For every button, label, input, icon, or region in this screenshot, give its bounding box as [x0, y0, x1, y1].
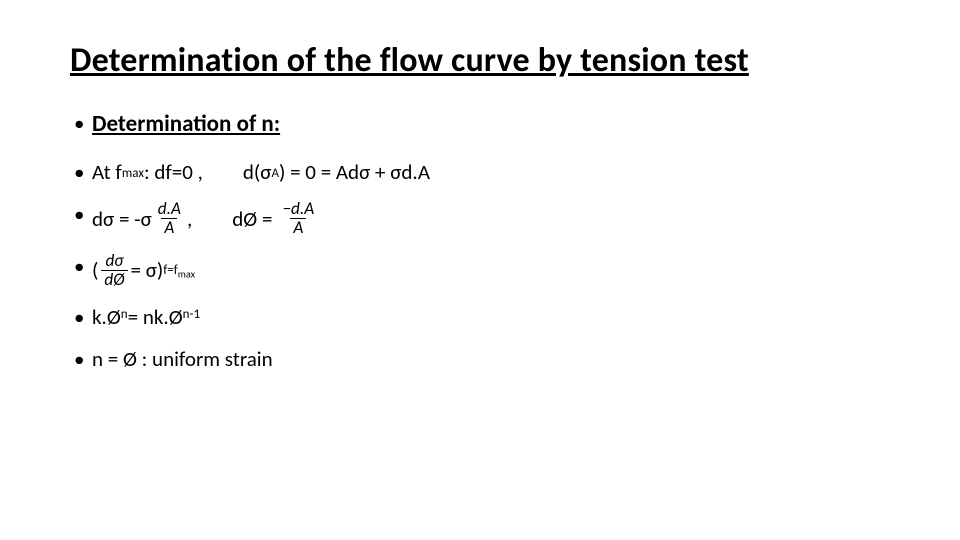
b2-f1-num: d.A: [155, 200, 184, 218]
b4-a: k.Ø: [92, 303, 121, 331]
b2-f2-den: A: [290, 218, 306, 237]
bullet-4: k.Øn = nk.Øn-1: [70, 303, 890, 331]
b3-sub1: f=fmax: [163, 262, 195, 281]
slide-title: Determination of the flow curve by tensi…: [70, 40, 890, 81]
bullet-subheading: Determination of n:: [70, 109, 890, 140]
b1-part1a: At f: [92, 158, 122, 186]
b2-p2: dØ =: [232, 205, 272, 233]
b1-fmax-sub: max: [122, 165, 144, 183]
b2-comma: ,: [187, 205, 192, 233]
bullet-1: At fmax : df=0 , d(σA) = 0 = Adσ + σd.A: [70, 158, 890, 186]
b1-sigmaA-sub: A: [271, 165, 279, 183]
subheading-text: Determination of n:: [92, 110, 280, 138]
b4-sup1: n: [121, 306, 128, 324]
b1-part2a: d(σ: [243, 158, 272, 186]
b3-open: (: [92, 256, 98, 284]
b2-frac1: d.A A: [155, 200, 184, 237]
b2-f2-num: −d.A: [279, 200, 317, 218]
b1-part1c: : df=0 ,: [144, 158, 203, 186]
bullet-3: ( dσ dØ = σ)f=fmax: [70, 252, 890, 289]
b2-p1: dσ = -σ: [92, 205, 152, 233]
b3-frac: dσ dØ: [101, 252, 127, 289]
content-list: Determination of n: At fmax : df=0 , d(σ…: [70, 109, 890, 373]
b3-fden: dØ: [101, 270, 127, 289]
bullet-5: n = Ø : uniform strain: [70, 345, 890, 373]
b3-fnum: dσ: [102, 252, 126, 270]
b2-frac2: −d.A A: [279, 200, 317, 237]
b5-text: n = Ø : uniform strain: [92, 346, 273, 372]
b4-b: = nk.Ø: [128, 303, 183, 331]
b3-mid: = σ): [131, 256, 164, 284]
bullet-2: dσ = -σ d.A A , dØ = −d.A A: [70, 200, 890, 237]
b1-part2c: ) = 0 = Adσ + σd.A: [279, 158, 430, 186]
b4-sup2: n-1: [183, 306, 200, 324]
b2-f1-den: A: [161, 218, 177, 237]
